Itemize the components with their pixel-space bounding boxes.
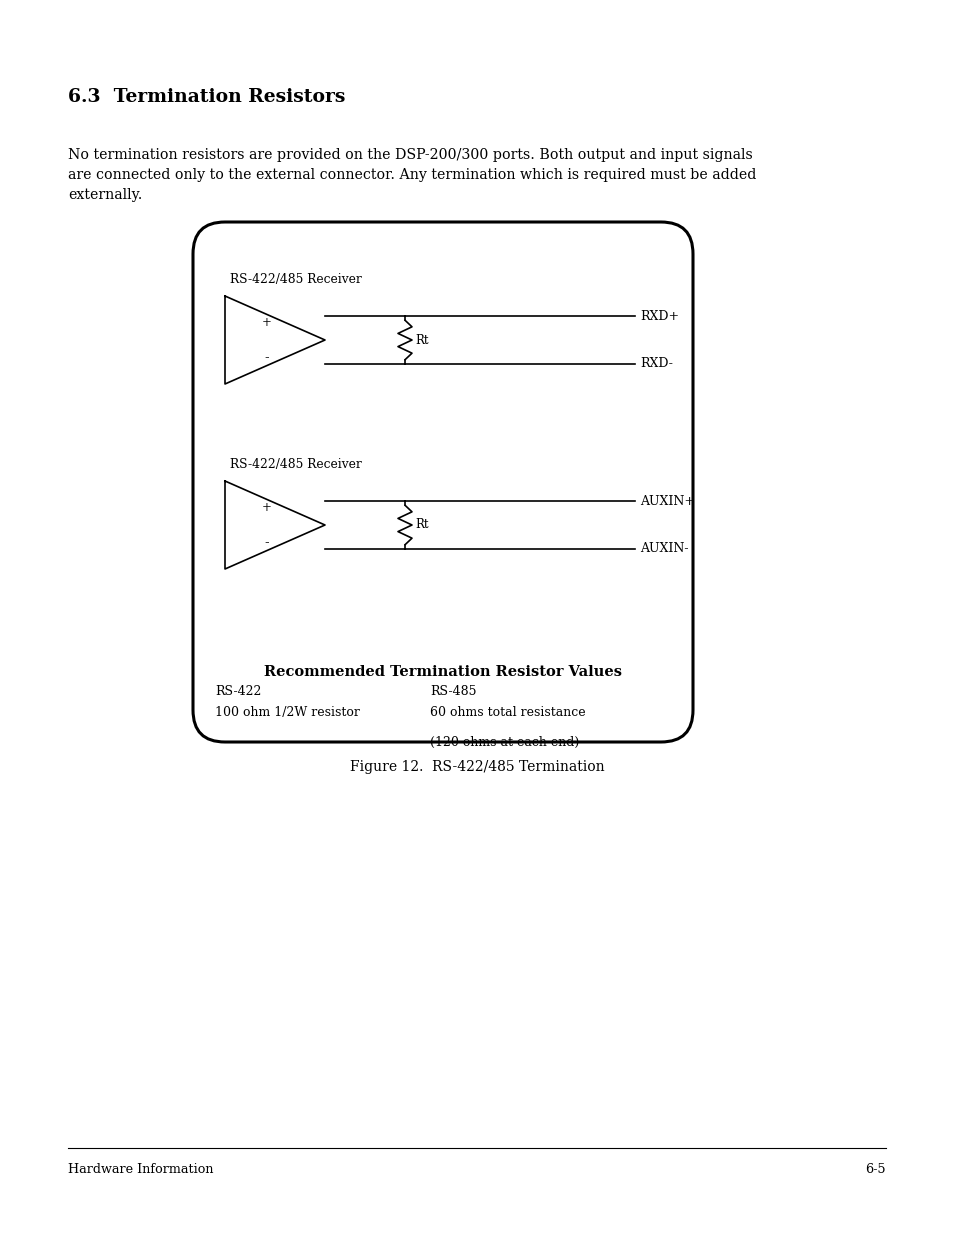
Text: RS-422/485 Receiver: RS-422/485 Receiver xyxy=(230,273,361,287)
Text: RXD-: RXD- xyxy=(639,357,672,370)
Text: (120 ohms at each end): (120 ohms at each end) xyxy=(430,736,578,748)
Text: +: + xyxy=(262,316,272,329)
Text: RS-485: RS-485 xyxy=(430,685,476,698)
FancyBboxPatch shape xyxy=(193,222,692,742)
Text: Hardware Information: Hardware Information xyxy=(68,1163,213,1176)
Text: RXD+: RXD+ xyxy=(639,310,679,322)
Text: 6.3  Termination Resistors: 6.3 Termination Resistors xyxy=(68,88,345,106)
Text: 100 ohm 1/2W resistor: 100 ohm 1/2W resistor xyxy=(214,706,359,719)
Text: AUXIN-: AUXIN- xyxy=(639,542,688,556)
Text: 6-5: 6-5 xyxy=(864,1163,885,1176)
Text: 60 ohms total resistance: 60 ohms total resistance xyxy=(430,706,585,719)
Text: RS-422/485 Receiver: RS-422/485 Receiver xyxy=(230,458,361,471)
Text: Figure 12.  RS-422/485 Termination: Figure 12. RS-422/485 Termination xyxy=(350,760,603,774)
Text: -: - xyxy=(264,351,269,364)
Text: Recommended Termination Resistor Values: Recommended Termination Resistor Values xyxy=(264,664,621,679)
Text: Rt: Rt xyxy=(415,333,428,347)
Text: RS-422: RS-422 xyxy=(214,685,261,698)
Text: -: - xyxy=(264,536,269,550)
Text: +: + xyxy=(262,501,272,514)
Text: Rt: Rt xyxy=(415,519,428,531)
Text: No termination resistors are provided on the DSP-200/300 ports. Both output and : No termination resistors are provided on… xyxy=(68,148,756,203)
Text: AUXIN+: AUXIN+ xyxy=(639,495,695,508)
